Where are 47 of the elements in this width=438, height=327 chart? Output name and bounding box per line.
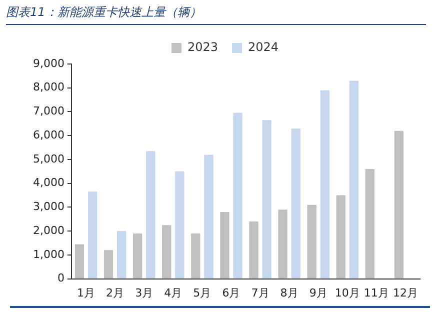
x-tick-label: 7月 bbox=[251, 286, 270, 300]
bar bbox=[262, 120, 272, 278]
bar bbox=[220, 212, 230, 278]
bar bbox=[233, 112, 242, 278]
bar bbox=[365, 169, 374, 278]
y-tick-label: 4,000 bbox=[32, 176, 64, 190]
bar bbox=[117, 231, 126, 278]
bar bbox=[278, 210, 288, 278]
x-tick-label: 5月 bbox=[193, 286, 212, 300]
y-tick-label: 1,000 bbox=[32, 248, 64, 261]
chart-title: 图表11：新能源重卡快速上量（辆） bbox=[6, 4, 426, 25]
x-tick-label: 12月 bbox=[392, 286, 418, 300]
bar bbox=[132, 233, 142, 278]
bar bbox=[104, 250, 114, 278]
bar bbox=[320, 90, 330, 278]
x-tick-label: 8月 bbox=[280, 286, 298, 300]
bar bbox=[291, 128, 300, 278]
legend-label: 2023 bbox=[187, 40, 218, 54]
bar bbox=[74, 244, 84, 278]
legend-label: 2024 bbox=[248, 40, 279, 54]
x-tick-label: 6月 bbox=[222, 286, 240, 300]
y-tick-label: 6,000 bbox=[32, 128, 64, 142]
bar bbox=[162, 225, 172, 278]
bar bbox=[394, 130, 404, 278]
y-tick-label: 3,000 bbox=[32, 200, 64, 214]
bar bbox=[204, 154, 214, 278]
bar bbox=[249, 222, 258, 278]
bar bbox=[175, 171, 184, 278]
y-tick-label: 0 bbox=[57, 272, 64, 285]
x-tick-label: 2月 bbox=[106, 286, 124, 300]
bar bbox=[191, 233, 200, 278]
y-tick-label: 7,000 bbox=[32, 104, 64, 118]
bar bbox=[336, 195, 346, 278]
y-tick-label: 8,000 bbox=[32, 80, 64, 94]
y-tick-label: 2,000 bbox=[32, 224, 64, 237]
x-tick-label: 9月 bbox=[309, 286, 328, 300]
x-tick-label: 1月 bbox=[77, 286, 96, 300]
x-tick-label: 11月 bbox=[364, 286, 389, 300]
x-tick-label: 4月 bbox=[164, 286, 182, 300]
bar bbox=[146, 151, 156, 278]
y-tick-label: 9,000 bbox=[32, 56, 64, 70]
bar bbox=[349, 80, 359, 278]
y-tick-label: 5,000 bbox=[32, 152, 64, 166]
x-tick-label: 10月 bbox=[334, 286, 360, 300]
bar bbox=[307, 204, 316, 278]
bar bbox=[88, 192, 98, 278]
x-tick-label: 3月 bbox=[135, 286, 154, 300]
